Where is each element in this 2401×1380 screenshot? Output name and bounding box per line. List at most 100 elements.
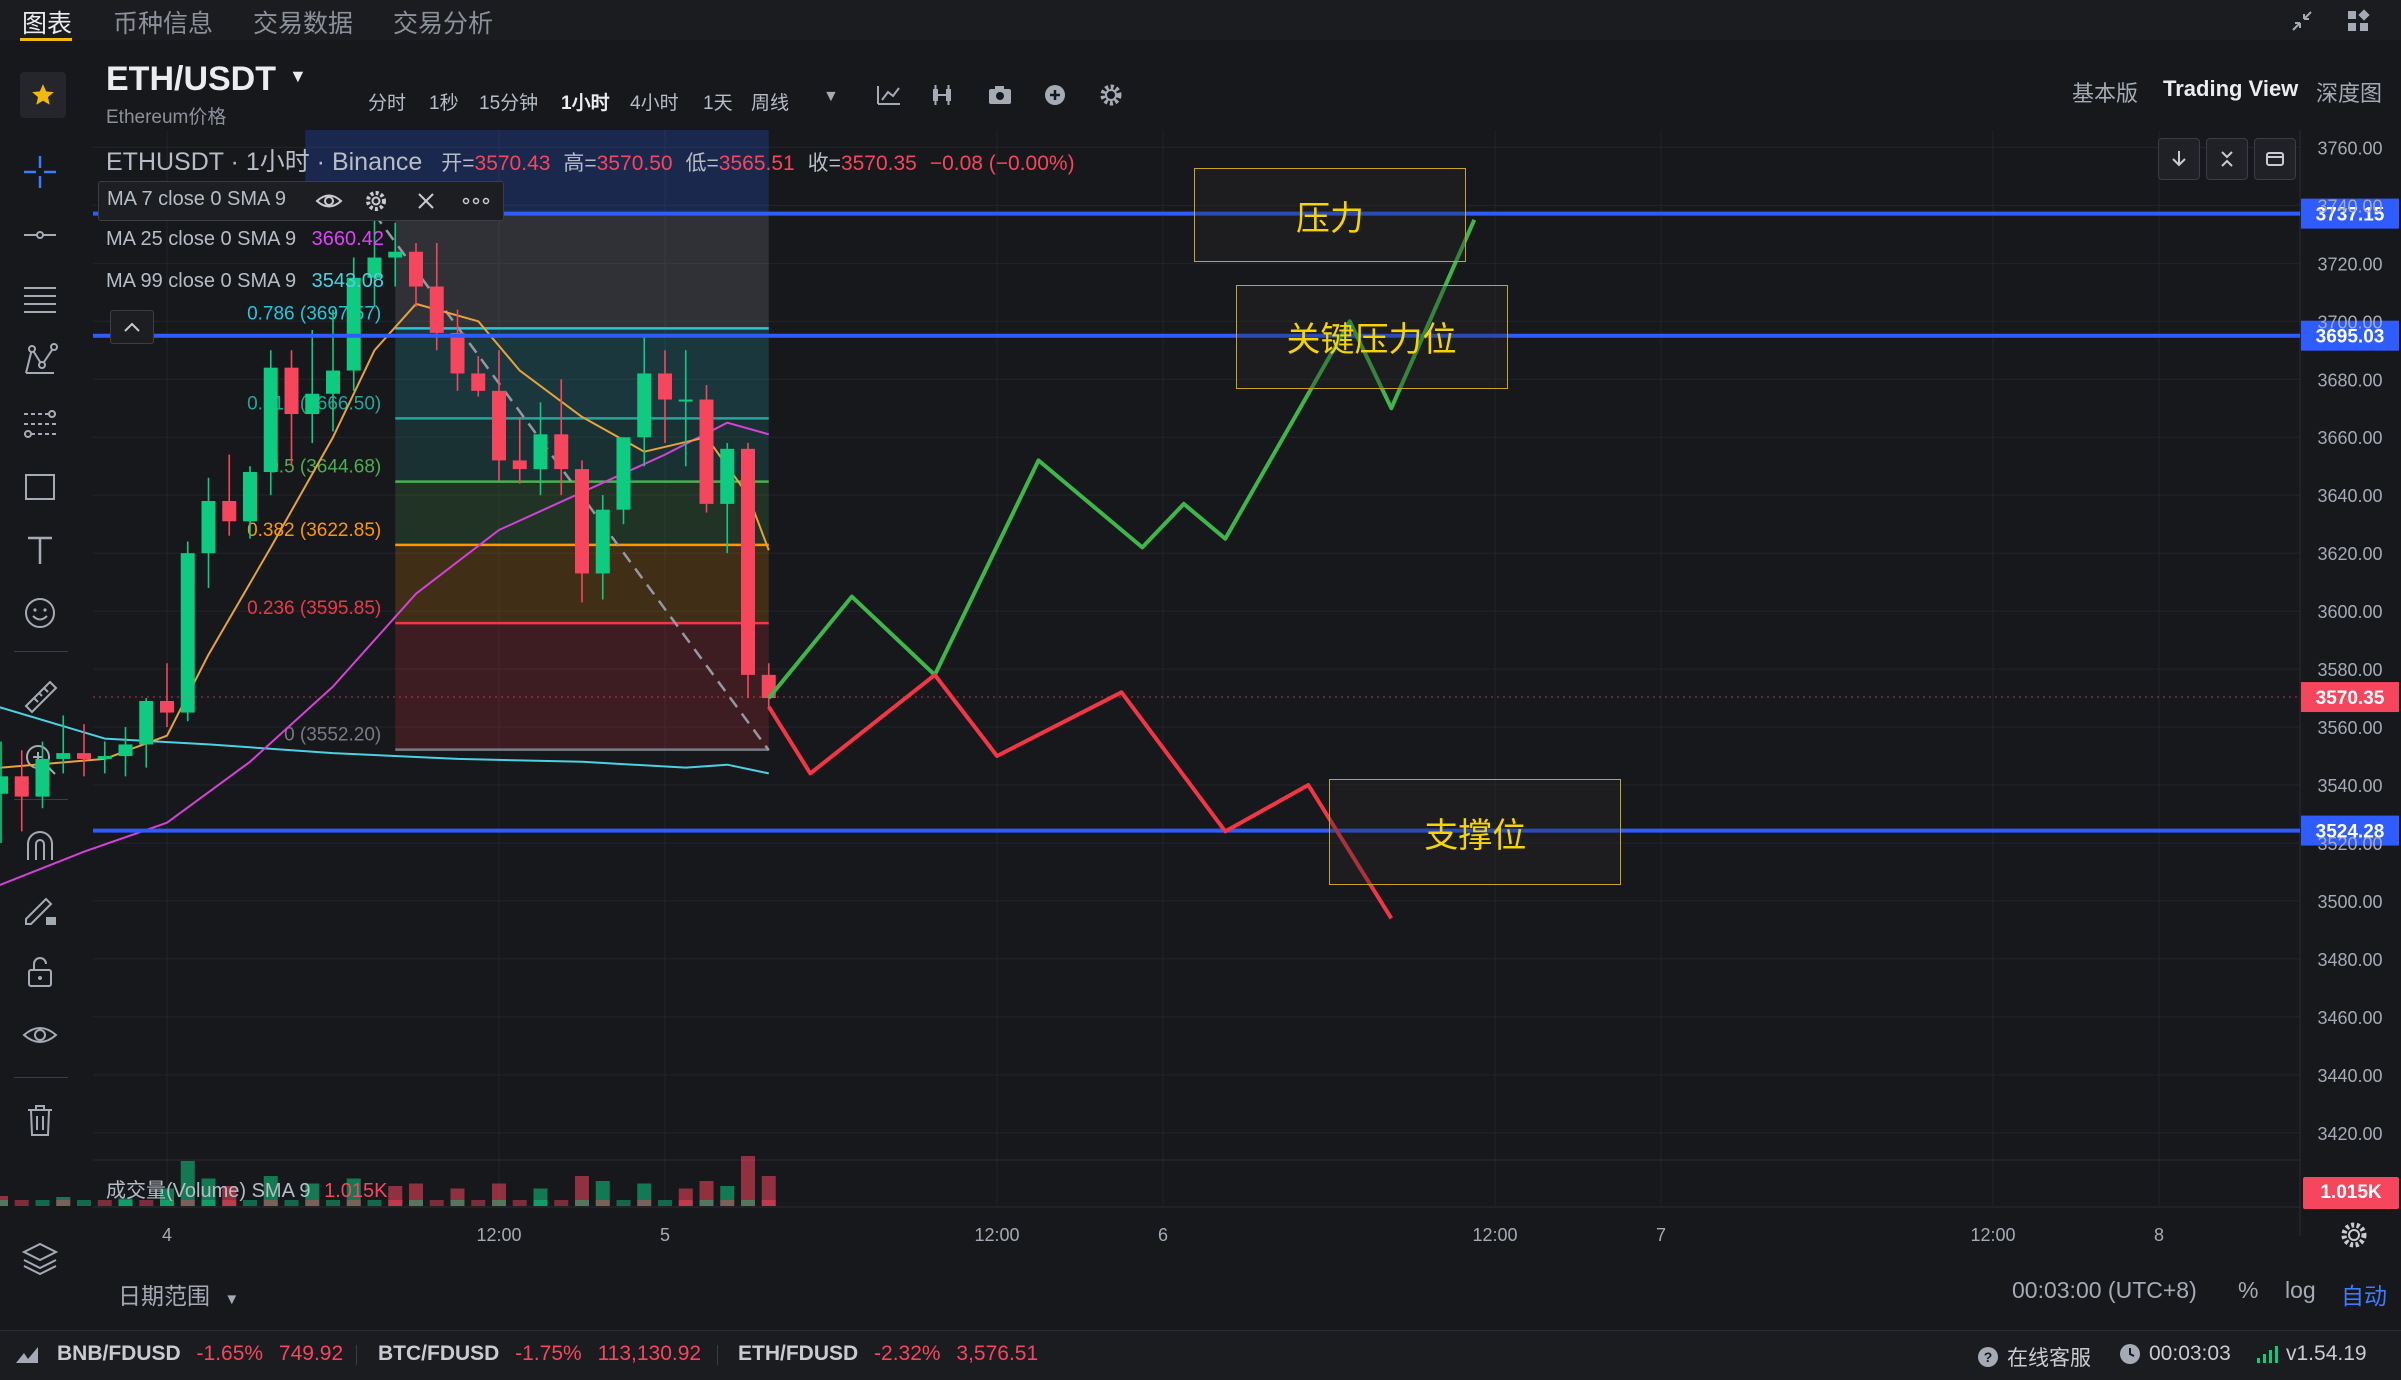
open-value: 3570.43: [474, 152, 551, 175]
tab-trading-data[interactable]: 交易数据: [253, 10, 354, 38]
volume-bar: [35, 1200, 50, 1206]
emoji-icon[interactable]: [18, 591, 62, 635]
ticker-item[interactable]: ETH/FDUSD -2.32% 3,576.51: [738, 1342, 1038, 1366]
settings-gear-icon[interactable]: [1096, 80, 1126, 110]
ruler-icon[interactable]: [18, 674, 62, 718]
volume-bar: [388, 1186, 403, 1206]
indicators-icon[interactable]: [928, 80, 958, 110]
fullscreen-toggle-icon[interactable]: [2206, 138, 2248, 180]
collapse-icon[interactable]: [2287, 6, 2317, 36]
candle-body: [77, 753, 91, 759]
candle-body: [533, 434, 548, 470]
annotation-box[interactable]: 关键压力位: [1235, 284, 1508, 389]
pencil-lock-icon[interactable]: [18, 887, 62, 931]
horizontal-lines-icon[interactable]: [18, 276, 62, 320]
visibility-eye-icon[interactable]: [18, 1013, 62, 1057]
symbol-subtitle[interactable]: Ethereum价格: [106, 107, 227, 128]
top-nav: 图表 币种信息 交易数据 交易分析: [0, 0, 2401, 41]
tf-more-dropdown-icon[interactable]: ▼: [823, 88, 839, 105]
text-tool-icon[interactable]: [18, 528, 62, 572]
trash-icon[interactable]: [18, 1098, 62, 1142]
annotation-box[interactable]: 支撑位: [1329, 779, 1622, 886]
rectangle-icon[interactable]: [18, 465, 62, 509]
fib-retracement-icon[interactable]: [18, 402, 62, 446]
tf-1d[interactable]: 1天: [703, 93, 733, 114]
symbol-dropdown-icon[interactable]: ▼: [289, 66, 307, 86]
ma7-legend-row[interactable]: MA 7 close 0 SMA 9: [98, 181, 504, 221]
settings-icon[interactable]: [363, 188, 389, 214]
price-tick-label: 3580.00: [2317, 660, 2382, 680]
percent-scale-toggle[interactable]: %: [2238, 1277, 2259, 1303]
annotation-box[interactable]: 压力: [1194, 168, 1466, 263]
date-range-dropdown[interactable]: 日期范围 ▼: [118, 1277, 239, 1311]
tf-15m[interactable]: 15分钟: [479, 93, 539, 114]
candle-body: [595, 509, 610, 574]
price-tick-label: 3440.00: [2317, 1066, 2382, 1086]
layout-icon[interactable]: [2343, 6, 2373, 36]
support-label: 在线客服: [2007, 1347, 2091, 1370]
pattern-icon[interactable]: [18, 339, 62, 383]
trend-line-icon[interactable]: [18, 213, 62, 257]
timezone-clock[interactable]: 00:03:00 (UTC+8): [2012, 1277, 2197, 1303]
tf-1h[interactable]: 1小时: [561, 93, 610, 114]
price-tick-label: 3760.00: [2317, 138, 2382, 158]
status-time: 00:03:03: [2149, 1342, 2231, 1365]
view-tradingview[interactable]: Trading View: [2163, 76, 2299, 101]
tab-trading-analysis[interactable]: 交易分析: [393, 10, 494, 38]
candle-body: [222, 500, 237, 522]
lock-icon[interactable]: [18, 950, 62, 994]
chart-type-icon[interactable]: [874, 80, 904, 110]
tf-4h[interactable]: 4小时: [630, 93, 679, 114]
ma25-legend-row[interactable]: MA 25 close 0 SMA 9 3660.42: [106, 228, 384, 251]
candle-body: [741, 448, 755, 675]
add-icon[interactable]: [1040, 80, 1070, 110]
more-icon[interactable]: [459, 188, 493, 214]
signal-bars-icon: [2257, 1346, 2278, 1363]
volume-bar: [595, 1181, 610, 1206]
view-basic[interactable]: 基本版: [2072, 81, 2139, 106]
volume-bar: [533, 1188, 548, 1206]
volume-bar: [77, 1200, 91, 1206]
tab-chart[interactable]: 图表: [22, 10, 73, 38]
log-scale-toggle[interactable]: log: [2285, 1277, 2316, 1303]
tf-line[interactable]: 分时: [368, 93, 407, 114]
help-icon: ?: [1978, 1347, 1998, 1367]
volume-bar: [201, 1200, 216, 1206]
symbol-title[interactable]: ETH/USDT: [106, 60, 276, 98]
close-icon[interactable]: [413, 188, 439, 214]
ma99-legend-row[interactable]: MA 99 close 0 SMA 9 3543.08: [106, 270, 384, 293]
view-depth[interactable]: 深度图: [2316, 81, 2383, 106]
volume-bar: [222, 1186, 237, 1206]
tf-1w[interactable]: 周线: [751, 93, 790, 114]
magnet-icon[interactable]: [18, 824, 62, 868]
ticker-pair: BTC/FDUSD: [378, 1342, 500, 1365]
camera-icon[interactable]: [985, 80, 1015, 110]
eye-icon[interactable]: [315, 188, 343, 214]
ticker-item[interactable]: BTC/FDUSD -1.75% 113,130.92: [378, 1342, 701, 1366]
volume-legend[interactable]: 成交量(Volume) SMA 9 1.015K: [106, 1174, 387, 1203]
collapse-legend-chevron-up-icon[interactable]: [110, 310, 154, 344]
ticker-price: 3,576.51: [956, 1342, 1039, 1365]
ticker-item[interactable]: BNB/FDUSD -1.65% 749.92: [57, 1342, 343, 1366]
horizontal-levels: 3737.15 3695.03 3524.28 3570.35: [93, 198, 2399, 846]
price-tick-label: 3460.00: [2317, 1008, 2382, 1028]
auto-scale-toggle[interactable]: 自动: [2341, 1283, 2387, 1309]
volume-bar: [160, 1200, 174, 1206]
ma25-label: MA 25 close 0 SMA 9: [106, 228, 297, 250]
favorite-star-icon[interactable]: [20, 72, 66, 118]
tab-coin-info[interactable]: 币种信息: [113, 10, 214, 38]
support-link[interactable]: ? 在线客服: [1977, 1342, 2091, 1372]
chart-settings-gear-icon[interactable]: [2337, 1218, 2371, 1252]
candle-body: [471, 373, 486, 391]
crosshair-icon[interactable]: [18, 150, 62, 194]
volume-bar: [720, 1186, 735, 1206]
ohlc-legend: ETHUSDT · 1小时 · Binance 开=3570.43 高=3570…: [106, 142, 1075, 178]
volume-bar: [118, 1198, 133, 1206]
candle-body: [97, 756, 112, 759]
layers-icon[interactable]: [18, 1236, 62, 1280]
volume-bar: [243, 1200, 257, 1206]
download-arrow-icon[interactable]: [2158, 138, 2200, 180]
window-icon[interactable]: [2254, 138, 2296, 180]
tf-1s[interactable]: 1秒: [429, 93, 459, 114]
